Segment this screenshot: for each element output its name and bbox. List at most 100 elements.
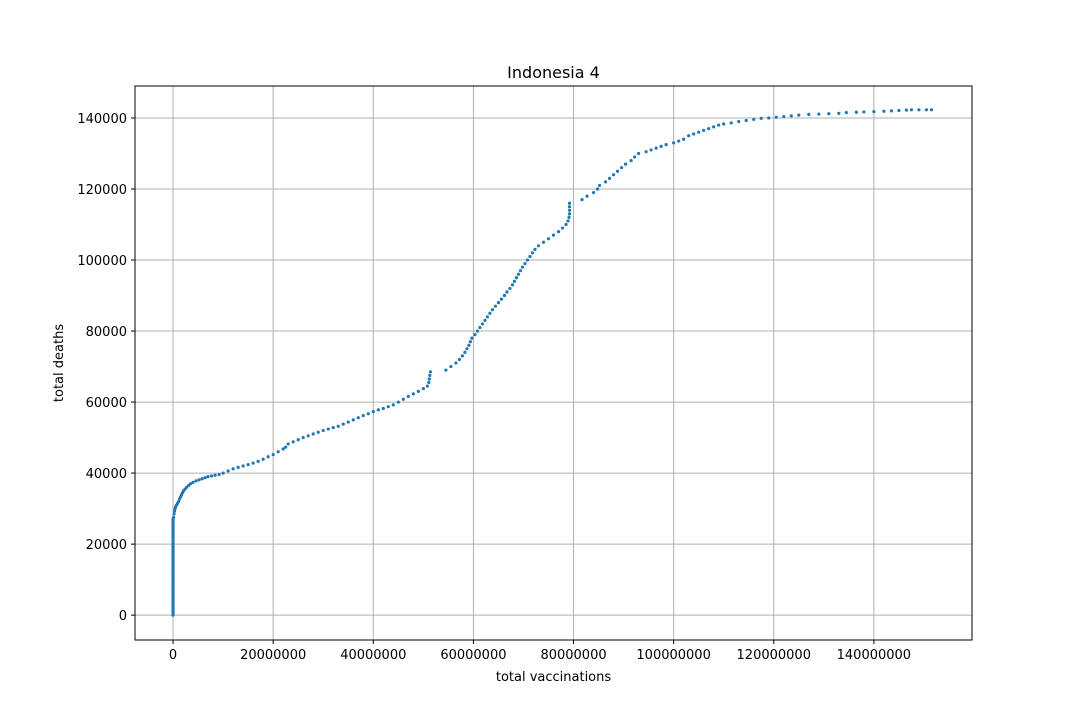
data-point bbox=[460, 354, 464, 358]
data-point bbox=[346, 420, 350, 424]
data-point bbox=[533, 247, 537, 251]
data-point bbox=[188, 482, 193, 486]
data-point bbox=[361, 413, 365, 418]
y-tick-label: 0 bbox=[119, 609, 127, 624]
data-point bbox=[817, 112, 821, 116]
data-point bbox=[496, 301, 501, 305]
data-point bbox=[286, 442, 290, 446]
x-tick-label: 40000000 bbox=[340, 648, 406, 663]
data-point bbox=[371, 410, 375, 414]
data-point bbox=[556, 230, 561, 234]
x-axis-ticks: 0 20000000 40000000 60000000 80000000 1000000… bbox=[169, 640, 911, 663]
data-point bbox=[551, 233, 556, 237]
data-point bbox=[541, 240, 546, 244]
data-point bbox=[468, 340, 473, 344]
data-point bbox=[682, 137, 686, 141]
data-point bbox=[514, 276, 519, 280]
data-point bbox=[326, 427, 330, 431]
x-axis-label: total vaccinations bbox=[496, 670, 612, 685]
data-point bbox=[457, 357, 461, 362]
data-point bbox=[376, 408, 380, 412]
data-point bbox=[197, 478, 201, 482]
data-point bbox=[615, 169, 620, 173]
data-point bbox=[281, 447, 285, 451]
data-point bbox=[904, 108, 909, 112]
data-point bbox=[619, 166, 624, 170]
y-tick-label: 100000 bbox=[77, 254, 127, 269]
data-point bbox=[595, 187, 600, 191]
x-tick-label: 120000000 bbox=[737, 648, 811, 663]
data-point bbox=[194, 479, 198, 483]
data-point bbox=[217, 472, 221, 477]
data-point bbox=[200, 477, 204, 481]
data-point bbox=[672, 141, 676, 145]
data-point bbox=[465, 347, 469, 351]
data-point bbox=[483, 318, 487, 322]
data-point bbox=[444, 368, 448, 372]
data-point bbox=[580, 198, 584, 202]
data-point bbox=[291, 440, 295, 444]
chart-title: Indonesia 4 bbox=[507, 63, 600, 82]
data-point bbox=[428, 373, 432, 378]
data-point bbox=[406, 394, 410, 398]
data-point bbox=[213, 473, 217, 477]
data-point bbox=[428, 370, 432, 374]
data-point bbox=[644, 150, 648, 154]
data-point bbox=[664, 142, 668, 147]
data-point bbox=[206, 475, 210, 479]
x-tick-label: 20000000 bbox=[240, 648, 306, 663]
data-point bbox=[520, 265, 525, 269]
y-tick-label: 20000 bbox=[86, 538, 127, 553]
data-point bbox=[516, 272, 521, 276]
data-point bbox=[546, 237, 551, 241]
data-point bbox=[425, 384, 429, 388]
data-point bbox=[266, 455, 270, 459]
data-point bbox=[427, 377, 431, 381]
data-point bbox=[306, 434, 310, 438]
data-point bbox=[271, 453, 275, 457]
data-point bbox=[767, 116, 771, 120]
data-point bbox=[607, 176, 612, 180]
data-point bbox=[473, 332, 477, 337]
data-point bbox=[774, 115, 778, 119]
data-point bbox=[502, 293, 507, 298]
data-point bbox=[236, 465, 240, 470]
x-tick-label: 140000000 bbox=[837, 648, 911, 663]
data-point bbox=[221, 471, 225, 475]
data-point bbox=[564, 222, 568, 227]
data-point bbox=[759, 116, 763, 120]
data-point bbox=[386, 405, 390, 409]
data-point bbox=[909, 108, 914, 112]
y-axis-label: total deaths bbox=[52, 324, 67, 402]
data-points bbox=[171, 108, 934, 617]
data-point bbox=[872, 109, 876, 114]
data-point bbox=[485, 315, 490, 319]
x-tick-label: 60000000 bbox=[440, 648, 506, 663]
data-point bbox=[566, 219, 570, 223]
data-point bbox=[203, 476, 207, 480]
data-point bbox=[629, 158, 633, 163]
data-point bbox=[623, 162, 628, 166]
data-point bbox=[241, 464, 245, 468]
data-point bbox=[416, 389, 420, 394]
data-point bbox=[712, 125, 716, 129]
data-point bbox=[560, 226, 565, 230]
data-point bbox=[591, 190, 596, 195]
data-point bbox=[654, 146, 658, 150]
data-point bbox=[321, 428, 325, 433]
data-point bbox=[488, 311, 492, 315]
y-tick-label: 140000 bbox=[77, 112, 127, 127]
data-point bbox=[296, 438, 300, 442]
data-point bbox=[191, 480, 195, 484]
x-tick-label: 0 bbox=[169, 648, 177, 663]
data-point bbox=[567, 201, 572, 205]
data-point bbox=[172, 512, 176, 516]
data-point bbox=[490, 308, 495, 312]
data-point bbox=[782, 114, 786, 119]
data-point bbox=[493, 304, 498, 308]
data-point bbox=[530, 251, 535, 255]
data-point bbox=[611, 173, 616, 177]
y-tick-label: 120000 bbox=[77, 183, 127, 198]
